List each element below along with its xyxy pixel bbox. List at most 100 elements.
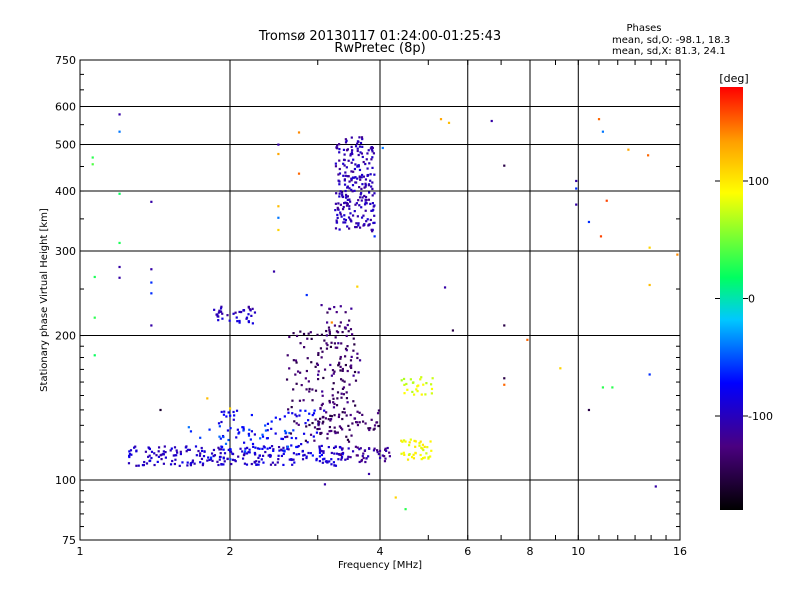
data-point	[426, 446, 429, 449]
colorbar-label: [deg]	[719, 72, 748, 85]
data-point	[220, 420, 223, 424]
data-point	[362, 160, 365, 164]
data-point	[179, 450, 182, 453]
data-point	[307, 419, 310, 422]
data-point	[355, 222, 358, 225]
data-point	[334, 227, 338, 230]
data-point	[403, 383, 406, 386]
data-point	[231, 458, 235, 461]
data-point	[261, 433, 264, 436]
data-point	[150, 456, 153, 460]
data-point	[337, 453, 340, 456]
data-point	[235, 316, 238, 319]
data-point	[340, 342, 343, 345]
data-point	[292, 452, 296, 455]
data-point	[349, 154, 352, 157]
data-point	[242, 429, 245, 432]
data-point	[331, 394, 334, 397]
data-point	[346, 457, 349, 460]
y-tick-label: 75	[62, 534, 76, 547]
x-tick-label: 4	[377, 545, 384, 558]
data-point	[277, 205, 280, 208]
data-point	[368, 162, 371, 165]
data-point	[295, 422, 298, 425]
data-point	[240, 310, 243, 314]
data-point	[348, 198, 351, 201]
data-point	[292, 429, 295, 432]
data-point	[328, 401, 331, 404]
data-point	[164, 451, 167, 454]
data-point	[286, 354, 289, 357]
data-point	[283, 415, 286, 418]
data-point	[315, 457, 318, 461]
data-point	[318, 427, 321, 431]
data-point	[377, 409, 381, 412]
data-point	[128, 454, 131, 457]
data-point	[350, 179, 353, 182]
x-tick-label: 10	[571, 545, 585, 558]
data-point	[129, 449, 133, 452]
data-point	[363, 203, 367, 206]
data-point	[322, 376, 325, 380]
data-point	[292, 388, 295, 391]
data-point	[369, 218, 372, 222]
data-point	[348, 180, 351, 183]
data-point	[256, 447, 260, 450]
data-point	[292, 359, 295, 362]
data-point	[296, 445, 299, 449]
data-point	[176, 451, 179, 454]
data-point	[322, 450, 325, 453]
data-point	[375, 449, 379, 452]
data-point	[220, 445, 223, 448]
data-point	[269, 454, 272, 457]
data-point	[336, 431, 339, 434]
data-point	[217, 422, 221, 425]
data-point	[340, 215, 343, 218]
data-point	[311, 454, 314, 457]
data-point	[322, 420, 325, 423]
data-point	[403, 392, 406, 395]
data-point	[420, 376, 423, 379]
data-point	[291, 399, 294, 402]
data-point	[351, 190, 354, 193]
data-point	[357, 199, 360, 202]
data-point	[384, 457, 387, 460]
data-point	[247, 432, 250, 435]
data-point	[350, 366, 353, 370]
data-point	[368, 223, 371, 226]
data-point	[334, 336, 337, 339]
data-point	[241, 457, 245, 460]
data-point	[362, 175, 365, 178]
data-point	[233, 459, 236, 462]
data-point	[371, 166, 374, 169]
data-point	[329, 417, 333, 421]
data-point	[294, 359, 298, 362]
data-point	[235, 436, 238, 439]
data-point	[323, 409, 326, 412]
data-point	[646, 154, 650, 157]
data-point	[349, 153, 352, 156]
data-point	[367, 149, 370, 152]
data-point	[229, 427, 232, 430]
data-point	[599, 235, 603, 238]
data-point	[339, 369, 342, 372]
data-point	[349, 456, 352, 459]
data-point	[200, 457, 204, 461]
data-point	[162, 450, 165, 453]
data-point	[376, 412, 380, 415]
data-point	[326, 343, 329, 347]
data-point	[350, 355, 353, 359]
data-point	[242, 309, 246, 312]
data-point	[181, 461, 184, 464]
data-point	[350, 145, 353, 149]
data-point	[312, 435, 315, 438]
data-point	[226, 314, 229, 317]
data-point	[315, 431, 319, 434]
data-point	[357, 371, 360, 374]
data-point	[339, 355, 342, 359]
data-point	[224, 442, 228, 445]
data-point	[309, 433, 313, 436]
data-point	[229, 407, 232, 410]
data-point	[142, 463, 145, 467]
data-point	[343, 407, 346, 410]
